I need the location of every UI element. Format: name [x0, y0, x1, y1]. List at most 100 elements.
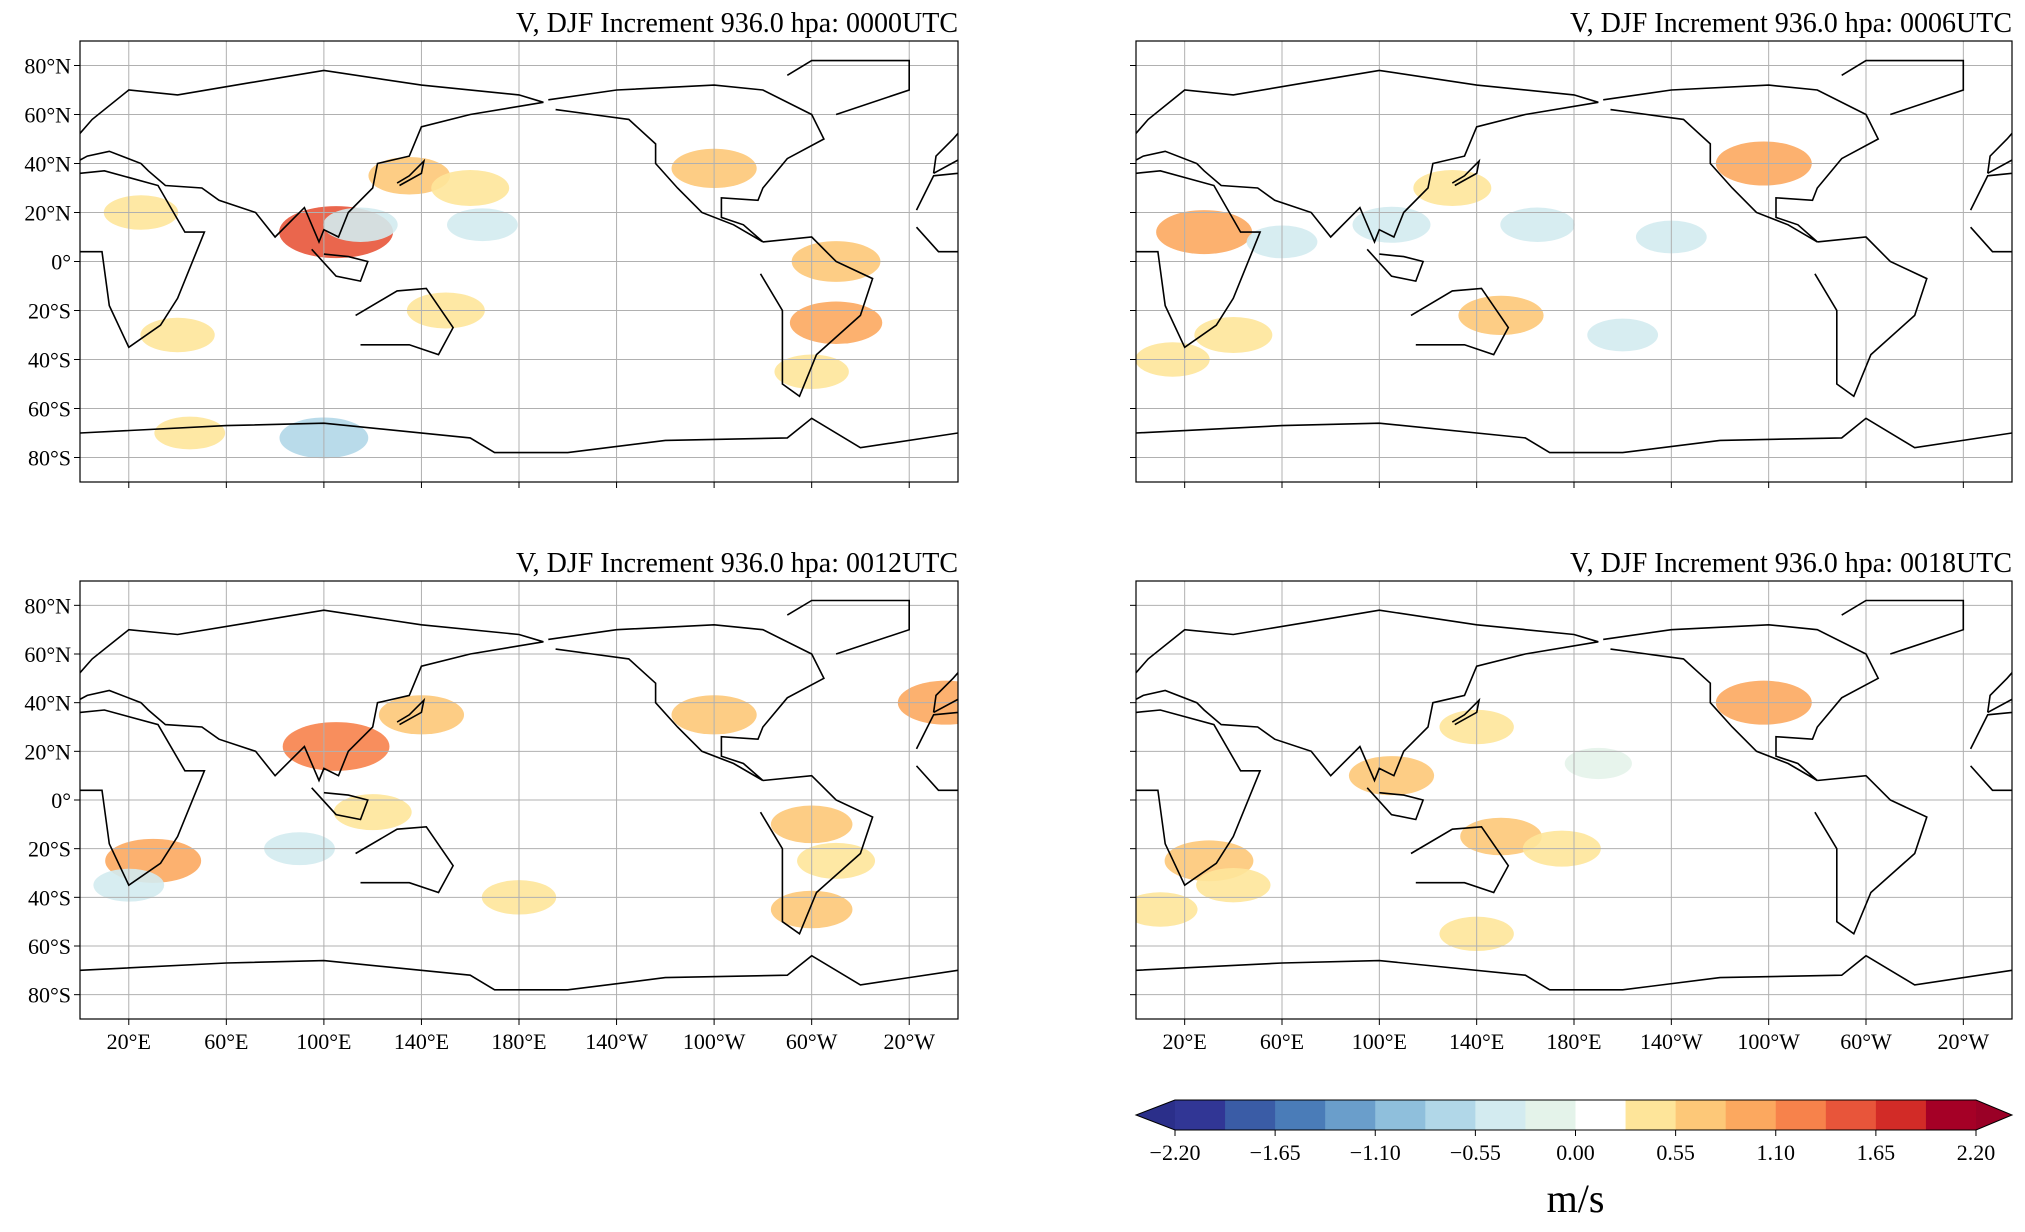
x-tick-label: 140°W	[1640, 1029, 1703, 1054]
y-tick-label: 80°S	[28, 983, 71, 1008]
y-tick-label: 20°S	[28, 837, 71, 862]
colorbar-segment	[1925, 1100, 1977, 1130]
increment-blob	[447, 208, 518, 242]
colorbar-tick-label: 0.00	[1556, 1140, 1595, 1165]
increment-blob	[1458, 295, 1544, 335]
x-tick-label: 140°W	[585, 1029, 648, 1054]
x-tick-label: 140°E	[394, 1029, 449, 1054]
colorbar-segment	[1275, 1100, 1326, 1130]
coastline	[915, 711, 958, 792]
coastline	[1136, 970, 1137, 972]
colorbar-tick-label: −1.10	[1350, 1140, 1401, 1165]
x-tick-label: 100°E	[1352, 1029, 1407, 1054]
coastline	[2011, 432, 2012, 433]
colorbar-segment	[1475, 1100, 1526, 1130]
y-tick-label: 40°N	[24, 152, 71, 177]
coastline	[1190, 249, 1246, 281]
coastline	[1410, 825, 1510, 894]
x-tick-label: 180°E	[1546, 1029, 1601, 1054]
map-panel	[80, 41, 1246, 482]
colorbar-segment	[1775, 1100, 1827, 1130]
coastline	[1969, 711, 2012, 792]
y-tick-label: 60°N	[24, 103, 71, 128]
increment-blob	[789, 301, 883, 344]
colorbar-tick-label: −2.20	[1150, 1140, 1201, 1165]
coastline	[1366, 248, 1425, 283]
map-panel	[535, 581, 2012, 1019]
coastline	[1136, 169, 1262, 349]
increment-blob	[1587, 318, 1659, 352]
coastline	[1451, 158, 1481, 187]
coastline	[535, 288, 632, 354]
x-tick-label: 60°W	[1840, 1029, 1892, 1054]
coastline	[80, 954, 958, 991]
coastline	[1410, 287, 1510, 356]
x-tick-label: 20°E	[1163, 1029, 1207, 1054]
y-tick-label: 80°N	[24, 593, 71, 618]
y-tick-label: 0°	[51, 250, 71, 275]
increment-blob	[1348, 756, 1435, 796]
increment-blob	[140, 317, 215, 353]
increment-blob	[1194, 317, 1273, 353]
y-tick-label: 80°N	[24, 54, 71, 79]
coastline	[535, 827, 632, 893]
colorbar-tick-label: −0.55	[1450, 1140, 1501, 1165]
increment-blob	[1136, 892, 1198, 927]
y-tick-label: 20°S	[28, 299, 71, 324]
coastline	[759, 774, 874, 936]
coastline	[1366, 787, 1425, 821]
colorbar-segment	[1325, 1100, 1376, 1130]
coastline	[759, 236, 874, 398]
increment-blob	[1156, 210, 1253, 255]
increment-blob	[431, 170, 510, 206]
colorbar-segment	[1725, 1100, 1777, 1130]
y-tick-label: 0°	[51, 788, 71, 813]
colorbar-under	[1136, 1100, 1175, 1130]
coastline	[966, 601, 1088, 655]
increment-blob	[1500, 207, 1575, 242]
colorbar-segment	[1675, 1100, 1727, 1130]
coastline	[576, 161, 603, 185]
coastline	[548, 623, 825, 782]
coastline	[1136, 417, 2012, 454]
x-tick-label: 140°E	[1449, 1029, 1504, 1054]
panel-title: V, DJF Increment 936.0 hpa: 0000UTC	[516, 8, 958, 39]
x-tick-label: 180°E	[491, 1029, 546, 1054]
coastline	[1986, 671, 2012, 714]
coastline	[1841, 59, 1965, 116]
coastline	[80, 417, 958, 454]
colorbar-segment	[1375, 1100, 1426, 1130]
increment-blob	[282, 722, 390, 771]
colorbar-tick-label: 1.10	[1757, 1140, 1796, 1165]
coastline	[915, 172, 958, 253]
coastline	[1136, 709, 1262, 887]
y-tick-label: 80°S	[28, 446, 71, 471]
coastline	[939, 776, 1051, 934]
increment-blob	[323, 207, 398, 242]
coastline	[548, 84, 825, 243]
x-tick-label: 60°E	[204, 1029, 248, 1054]
increment-blob	[797, 842, 876, 879]
coastline	[1451, 697, 1481, 726]
coastline	[1136, 69, 1599, 245]
coastline	[1969, 172, 2012, 253]
colorbar-segment	[1525, 1100, 1576, 1130]
y-tick-label: 40°S	[28, 348, 71, 373]
increment-blob	[333, 794, 412, 831]
colorbar-tick-label: 1.65	[1857, 1140, 1896, 1165]
y-tick-label: 20°N	[24, 201, 71, 226]
increment-blob	[1196, 867, 1271, 903]
colorbar-tick-label: −1.65	[1250, 1140, 1301, 1165]
coastline	[311, 787, 369, 821]
increment-blob	[154, 416, 226, 450]
x-tick-label: 20°E	[107, 1029, 151, 1054]
panel-title: V, DJF Increment 936.0 hpa: 0012UTC	[516, 548, 958, 579]
coastline	[1603, 84, 1880, 243]
x-tick-label: 100°W	[683, 1029, 746, 1054]
colorbar-segment	[1425, 1100, 1476, 1130]
coastline	[786, 59, 910, 116]
y-tick-label: 40°N	[24, 691, 71, 716]
coastline	[1814, 236, 1928, 398]
coastline	[957, 969, 958, 971]
